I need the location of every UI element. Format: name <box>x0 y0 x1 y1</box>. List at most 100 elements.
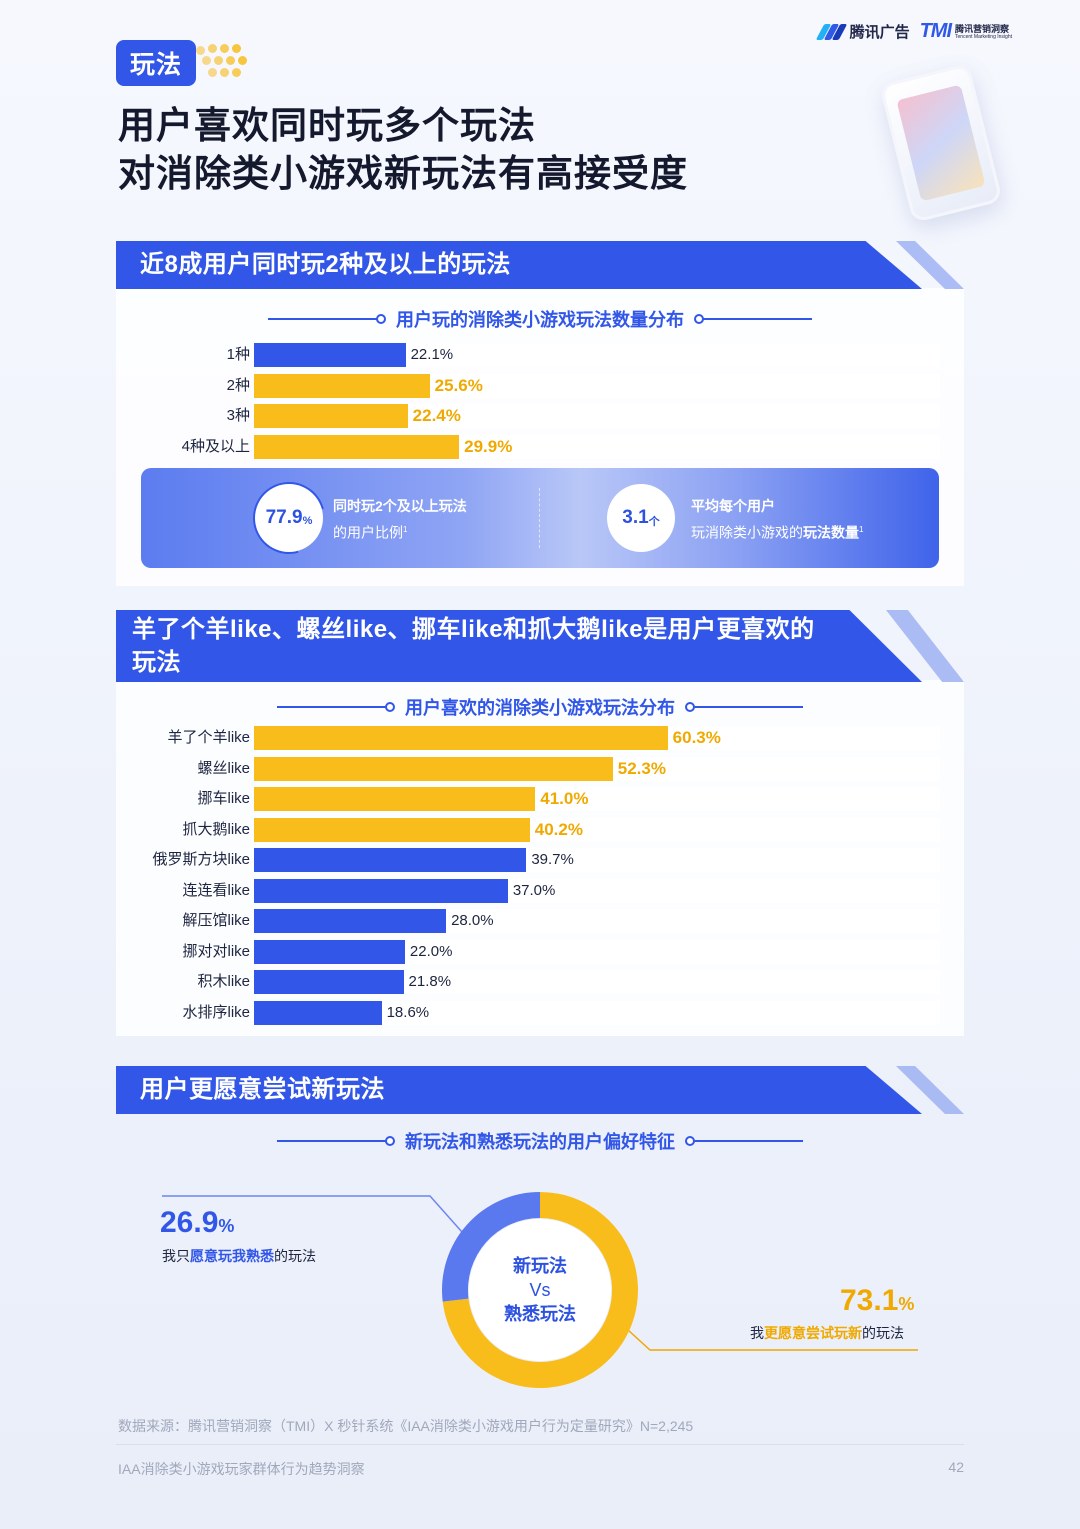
stat2-line2b: 玩法数量 <box>803 524 859 541</box>
new-desc: 我更愿意尝试玩新的玩法 <box>750 1323 904 1343</box>
donut-center-line3: 熟悉玩法 <box>504 1304 576 1324</box>
stat1-unit: % <box>302 514 313 527</box>
chart2-title: 用户喜欢的消除类小游戏玩法分布 <box>116 694 964 720</box>
stat2-circle: 3.1 个 <box>607 484 675 552</box>
chart2-title-text: 用户喜欢的消除类小游戏玩法分布 <box>405 698 675 718</box>
familiar-pct-unit: % <box>218 1216 235 1236</box>
page-title-line1: 用户喜欢同时玩多个玩法 <box>118 105 536 146</box>
familiar-desc-b: 愿意玩我熟悉 <box>190 1248 274 1264</box>
page-title-line2: 对消除类小游戏新玩法有高接受度 <box>118 153 688 194</box>
tmi-logo-en: Tencent Marketing Insight <box>955 33 1012 40</box>
bar <box>254 878 508 903</box>
donut-center-line1: 新玩法 <box>513 1256 567 1276</box>
stat2-footnote: 1 <box>859 525 864 534</box>
bar-category-label: 螺丝like <box>197 759 250 777</box>
section2-banner: 羊了个羊like、螺丝like、挪车like和抓大鹅like是用户更喜欢的 玩法 <box>116 610 964 682</box>
decor-dot <box>232 44 241 53</box>
dots-decoration <box>196 44 252 84</box>
section2-banner-line1: 羊了个羊like、螺丝like、挪车like和抓大鹅like是用户更喜欢的 <box>132 616 815 643</box>
stat1-value: 77.9 <box>265 507 303 528</box>
decor-dot <box>226 56 235 65</box>
bar-category-label: 水排序like <box>182 1003 250 1021</box>
stat2-text: 平均每个用户 玩消除类小游戏的玩法数量1 <box>691 494 863 545</box>
stat2-line2a: 玩消除类小游戏的 <box>691 524 803 541</box>
familiar-pct: 26.9% <box>160 1206 234 1240</box>
bar <box>254 817 530 842</box>
header-logos: 腾讯广告 TMI 腾讯营销洞察 Tencent Marketing Insigh… <box>815 20 1012 43</box>
bar-value-label: 22.4% <box>412 406 461 425</box>
bar-category-label: 羊了个羊like <box>167 729 250 746</box>
decor-dot <box>232 68 241 77</box>
bar <box>254 343 406 367</box>
stat1-line1: 同时玩2个及以上玩法 <box>333 498 467 514</box>
new-pct: 73.1% <box>840 1284 914 1318</box>
bar-category-label: 2种 <box>226 376 250 394</box>
section-tag: 玩法 <box>116 40 196 86</box>
tencent-ads-logo: 腾讯广告 <box>815 21 910 42</box>
bar-value-label: 22.1% <box>410 346 454 363</box>
section1-banner-text: 近8成用户同时玩2种及以上的玩法 <box>140 251 511 278</box>
stat1-circle: 77.9% <box>255 484 323 552</box>
bar-category-label: 抓大鹅like <box>182 820 250 838</box>
chart1-title: 用户玩的消除类小游戏玩法数量分布 <box>116 306 964 332</box>
bar-category-label: 挪车like <box>197 790 250 807</box>
bar-value-label: 29.9% <box>464 436 513 456</box>
decor-dot <box>220 44 229 53</box>
bar-value-label: 39.7% <box>531 851 574 868</box>
new-desc-a: 我 <box>750 1325 764 1341</box>
bar-value-label: 41.0% <box>540 789 589 808</box>
footer-report-title: IAA消除类小游戏玩家群体行为趋势洞察 <box>118 1461 365 1477</box>
bar-category-label: 4种及以上 <box>181 437 250 455</box>
chart3-title-text: 新玩法和熟悉玩法的用户偏好特征 <box>405 1132 675 1152</box>
bar-category-label: 3种 <box>226 407 250 424</box>
donut-center-label: 新玩法 Vs 熟悉玩法 <box>440 1190 640 1390</box>
bar <box>254 726 668 750</box>
bar <box>254 787 536 811</box>
data-source: 数据来源：腾讯营销洞察（TMI）X 秒针系统《IAA消除类小游戏用户行为定量研究… <box>118 1418 694 1434</box>
bar-value-label: 40.2% <box>534 819 583 839</box>
bar <box>254 434 460 459</box>
bar <box>254 909 447 933</box>
page-title: 用户喜欢同时玩多个玩法 对消除类小游戏新玩法有高接受度 <box>118 102 688 198</box>
page-number: 42 <box>948 1459 964 1475</box>
bar-value-label: 60.3% <box>672 728 721 747</box>
stat2-unit: 个 <box>648 515 660 528</box>
decor-dot <box>214 56 223 65</box>
familiar-desc-c: 的玩法 <box>274 1248 316 1264</box>
bar-value-label: 52.3% <box>617 758 666 778</box>
bar-category-label: 俄罗斯方块like <box>152 851 250 868</box>
decor-dot <box>208 68 217 77</box>
bar-value-label: 25.6% <box>434 375 483 395</box>
bar <box>254 373 430 398</box>
familiar-desc-a: 我只 <box>162 1248 190 1264</box>
familiar-pct-value: 26.9 <box>160 1206 219 1239</box>
familiar-desc: 我只愿意玩我熟悉的玩法 <box>162 1246 316 1266</box>
bar <box>254 939 405 964</box>
bar-value-label: 21.8% <box>408 973 452 990</box>
donut-chart <box>442 1192 638 1388</box>
stats-divider <box>539 488 540 548</box>
tencent-ads-logo-text: 腾讯广告 <box>849 24 910 41</box>
bar-category-label: 1种 <box>226 346 250 363</box>
bar-value-label: 28.0% <box>451 912 494 929</box>
stat2-value: 3.1 <box>622 507 649 528</box>
stat1-text: 同时玩2个及以上玩法 的用户比例1 <box>333 494 467 545</box>
decor-dot <box>220 68 229 77</box>
bar-value-label: 18.6% <box>386 1003 430 1021</box>
bar-category-label: 解压馆like <box>182 912 250 929</box>
leader-line-familiar <box>162 1195 463 1233</box>
bar <box>254 970 404 994</box>
chart3-title: 新玩法和熟悉玩法的用户偏好特征 <box>116 1128 964 1154</box>
new-desc-c: 的玩法 <box>862 1325 904 1341</box>
bar <box>254 1000 382 1025</box>
stats-panel: 77.9% 同时玩2个及以上玩法 的用户比例1 3.1 个 平均每个用户 玩消除类… <box>141 468 939 568</box>
section1-banner: 近8成用户同时玩2种及以上的玩法 <box>116 241 964 289</box>
stat1-footnote: 1 <box>403 525 408 534</box>
leader-line-new <box>627 1329 918 1351</box>
tmi-logo: TMI 腾讯营销洞察 Tencent Marketing Insight <box>920 20 1012 43</box>
donut-center-line2: Vs <box>529 1280 551 1300</box>
section2-banner-line2: 玩法 <box>132 649 181 676</box>
section3-banner: 用户更愿意尝试新玩法 <box>116 1066 964 1114</box>
donut-slice-familiar <box>442 1192 540 1302</box>
tmi-logo-cn: 腾讯营销洞察 <box>955 23 1010 34</box>
